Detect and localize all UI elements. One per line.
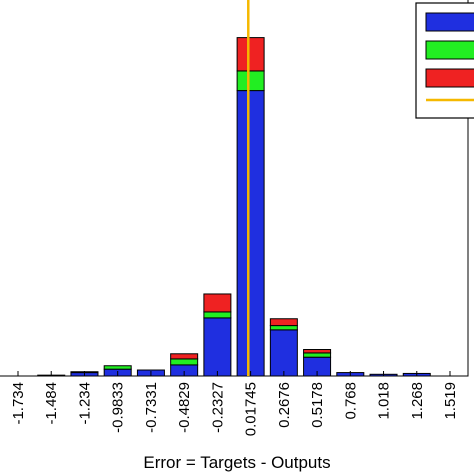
bar-segment-2-5 xyxy=(170,353,199,360)
legend-swatch-1 xyxy=(425,40,474,60)
bar-segment-0-7 xyxy=(236,90,265,377)
legend-swatch-0 xyxy=(425,12,474,32)
x-axis-ticks: -1.734 -1.484 -1.234 -0.9833 -0.7331 -0.4829-… xyxy=(10,371,459,436)
legend-swatch-2 xyxy=(425,68,474,88)
x-tick-label: 0.01745 xyxy=(243,382,260,436)
legend xyxy=(415,2,474,119)
x-tick-label: -0.4829 xyxy=(176,382,193,433)
x-tick-label: 1.018 xyxy=(376,382,393,420)
x-tick-label: 1.268 xyxy=(409,382,426,420)
bar-segment-1-9 xyxy=(303,352,332,358)
bar-segment-2-6 xyxy=(203,293,232,313)
x-tick-label: 0.5178 xyxy=(309,382,326,428)
bar-segment-2-7 xyxy=(236,37,265,72)
x-tick-label: -0.9833 xyxy=(110,382,127,433)
bar-segment-2-8 xyxy=(269,318,298,327)
bar-segment-1-3 xyxy=(103,365,132,370)
x-axis-label: Error = Targets - Outputs xyxy=(143,453,330,472)
x-tick-label: 0.2676 xyxy=(276,382,293,428)
x-tick-label: 1.519 xyxy=(442,382,459,420)
x-tick-label: -0.7331 xyxy=(143,382,160,433)
x-tick-label: -1.234 xyxy=(76,382,93,425)
bar-segment-0-6 xyxy=(203,317,232,377)
x-tick-label: -1.484 xyxy=(43,382,60,425)
bar-segment-1-8 xyxy=(269,325,298,331)
plot-area-frame xyxy=(0,0,469,377)
bar-segment-1-7 xyxy=(236,70,265,92)
x-tick-label: -0.2327 xyxy=(209,382,226,433)
x-tick-label: 0.768 xyxy=(342,382,359,420)
bar-segment-0-8 xyxy=(269,329,298,377)
bar-segment-1-5 xyxy=(170,358,199,366)
bar-segment-2-9 xyxy=(303,349,332,354)
bar-segment-1-6 xyxy=(203,311,232,319)
x-tick-label: -1.734 xyxy=(10,382,27,425)
